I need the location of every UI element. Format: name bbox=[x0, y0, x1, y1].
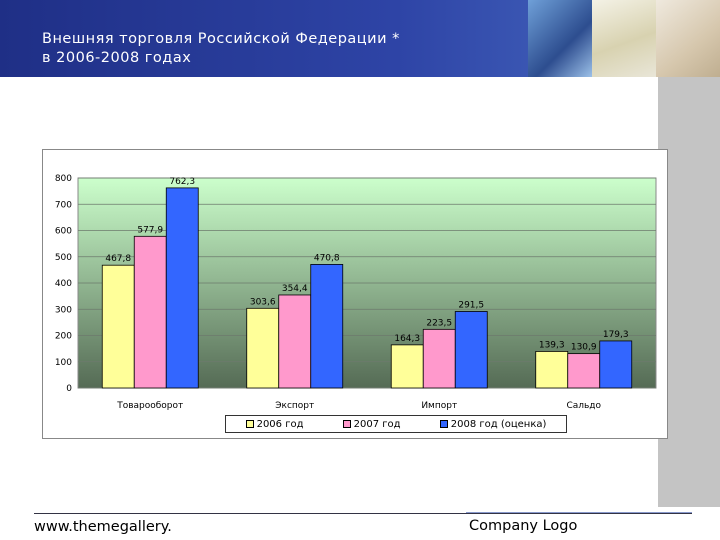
footer-website[interactable]: www.themegallery. bbox=[34, 519, 172, 535]
bar bbox=[422, 328, 456, 389]
y-tick-label: 200 bbox=[55, 332, 72, 342]
legend-item: 2006 год bbox=[245, 418, 304, 430]
coins-photo-panel bbox=[592, 0, 656, 77]
chart-container: 0 100 200 300 400 500 600 700 800 467,8 577,9 762,… bbox=[42, 149, 668, 439]
page-title: Внешняя торговля Российской Федерации * … bbox=[42, 30, 400, 68]
y-tick-label: 500 bbox=[55, 253, 72, 263]
y-tick-label: 700 bbox=[55, 200, 72, 210]
bar bbox=[390, 344, 424, 389]
chart-legend: 2006 год 2007 год 2008 год (оценка) bbox=[225, 415, 567, 433]
bar bbox=[165, 187, 199, 389]
data-label: 291,5 bbox=[458, 300, 484, 310]
data-label: 223,5 bbox=[426, 318, 452, 328]
bar bbox=[246, 307, 280, 389]
y-tick-label: 100 bbox=[55, 358, 72, 368]
company-logo-text: Company Logo bbox=[469, 518, 578, 534]
legend-label: 2007 год bbox=[353, 418, 401, 430]
clock-photo-panel bbox=[528, 0, 592, 77]
bar bbox=[101, 264, 135, 389]
category-label: Экспорт bbox=[275, 401, 314, 411]
data-label: 130,9 bbox=[571, 343, 597, 353]
data-label: 354,4 bbox=[282, 284, 308, 294]
legend-item: 2008 год (оценка) bbox=[439, 418, 547, 430]
bar bbox=[133, 235, 167, 389]
title-line-1: Внешняя торговля Российской Федерации * bbox=[42, 31, 400, 47]
header-banner: Внешняя торговля Российской Федерации * … bbox=[0, 0, 720, 77]
bar bbox=[567, 353, 601, 389]
bar-chart: 0 100 200 300 400 500 600 700 800 467,8 577,9 762,… bbox=[55, 174, 657, 411]
data-labels: 467,8 577,9 762,3 303,6 354,4 470,8 164,3 223,5… bbox=[105, 177, 628, 353]
bar bbox=[454, 311, 488, 389]
y-axis-ticks: 0 100 200 300 400 500 600 700 800 bbox=[55, 174, 72, 394]
data-label: 577,9 bbox=[137, 225, 163, 235]
bar bbox=[535, 351, 569, 389]
y-tick-label: 300 bbox=[55, 305, 72, 315]
legend-label: 2006 год bbox=[256, 418, 304, 430]
data-label: 179,3 bbox=[603, 330, 629, 340]
footer-divider-accent bbox=[466, 512, 692, 513]
bar bbox=[599, 340, 633, 389]
header-photo-image bbox=[528, 0, 720, 77]
x-axis-labels: Товарооборот Экспорт Импорт Сальдо bbox=[116, 401, 601, 411]
y-tick-label: 0 bbox=[66, 384, 72, 394]
pen-photo-panel bbox=[656, 0, 720, 77]
y-tick-label: 400 bbox=[55, 279, 72, 289]
data-label: 762,3 bbox=[169, 177, 195, 187]
legend-swatch bbox=[342, 420, 351, 428]
legend-label: 2008 год (оценка) bbox=[450, 418, 547, 430]
data-label: 164,3 bbox=[394, 334, 420, 344]
category-label: Товарооборот bbox=[116, 401, 183, 411]
data-label: 467,8 bbox=[105, 254, 131, 264]
bars-group bbox=[101, 187, 633, 389]
legend-swatch bbox=[439, 420, 448, 428]
side-decor-bar bbox=[658, 77, 720, 507]
legend-item: 2007 год bbox=[342, 418, 401, 430]
data-label: 303,6 bbox=[250, 297, 276, 307]
y-tick-label: 600 bbox=[55, 227, 72, 237]
y-tick-label: 800 bbox=[55, 174, 72, 184]
legend-swatch bbox=[245, 420, 254, 428]
category-label: Импорт bbox=[421, 401, 457, 411]
category-label: Сальдо bbox=[566, 401, 601, 411]
bar bbox=[278, 294, 312, 389]
bar bbox=[310, 264, 344, 389]
title-line-2: в 2006-2008 годах bbox=[42, 50, 192, 66]
footer-divider bbox=[34, 513, 692, 514]
data-label: 139,3 bbox=[539, 340, 565, 350]
data-label: 470,8 bbox=[314, 253, 340, 263]
